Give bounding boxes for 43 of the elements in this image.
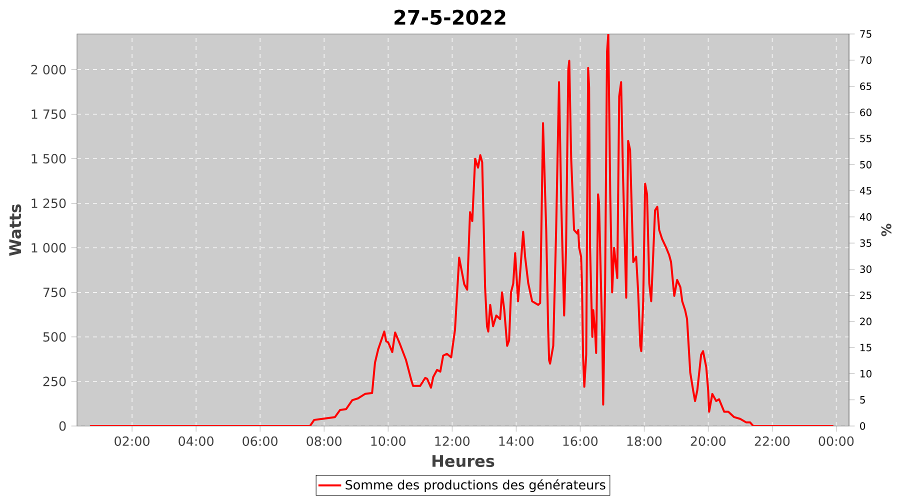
y2-tick-label: 15 [860, 344, 872, 352]
y2-tick-label: 30 [860, 265, 872, 273]
y-axis-title: Watts [9, 204, 22, 256]
x-axis-title: Heures [432, 455, 494, 468]
y2-tick-label: 10 [860, 370, 872, 378]
y2-tick-label: 5 [860, 396, 865, 404]
y-tick-label: 1 750 [32, 109, 66, 119]
x-tick-label: 00:00 [818, 436, 854, 446]
y-tick-label: 1 250 [32, 198, 66, 208]
x-tick-label: 04:00 [178, 436, 214, 446]
chart-title: 27-5-2022 [394, 10, 506, 25]
y2-tick-label: 20 [860, 318, 872, 326]
x-tick-label: 06:00 [242, 436, 278, 446]
y2-tick-label: 50 [860, 160, 872, 168]
y2-tick-label: 70 [860, 56, 872, 64]
y2-tick-label: 55 [860, 134, 872, 142]
y-tick-label: 2 000 [31, 64, 66, 74]
line-series [89, 34, 834, 426]
x-tick-label: 18:00 [627, 436, 662, 446]
legend-label: Somme des productions des générateurs [346, 479, 606, 492]
y2-tick-label: 0 [860, 422, 866, 430]
x-tick-label: 10:00 [371, 436, 406, 446]
y2-tick-label: 45 [860, 187, 872, 195]
y2-axis-title: % [881, 224, 892, 236]
y-tick-label: 1 000 [32, 243, 66, 253]
y-tick-label: 750 [43, 288, 66, 298]
y-tick-label: 250 [43, 376, 66, 386]
x-tick-label: 02:00 [114, 436, 150, 446]
y2-tick-label: 75 [860, 30, 872, 38]
y-tick-label: 0 [59, 421, 66, 431]
y2-tick-label: 40 [860, 213, 872, 221]
x-tick-label: 16:00 [563, 436, 598, 446]
x-tick-label: 22:00 [754, 436, 790, 446]
y2-tick-label: 60 [860, 108, 872, 116]
x-tick-label: 20:00 [690, 436, 726, 446]
y2-tick-label: 65 [860, 82, 872, 90]
y-tick-label: 500 [43, 332, 66, 342]
x-tick-label: 12:00 [435, 436, 470, 446]
x-tick-label: 14:00 [499, 436, 534, 446]
y-tick-label: 1 500 [32, 154, 66, 164]
y2-tick-label: 25 [860, 292, 872, 300]
y2-tick-label: 35 [860, 239, 872, 247]
x-tick-label: 08:00 [306, 436, 342, 446]
